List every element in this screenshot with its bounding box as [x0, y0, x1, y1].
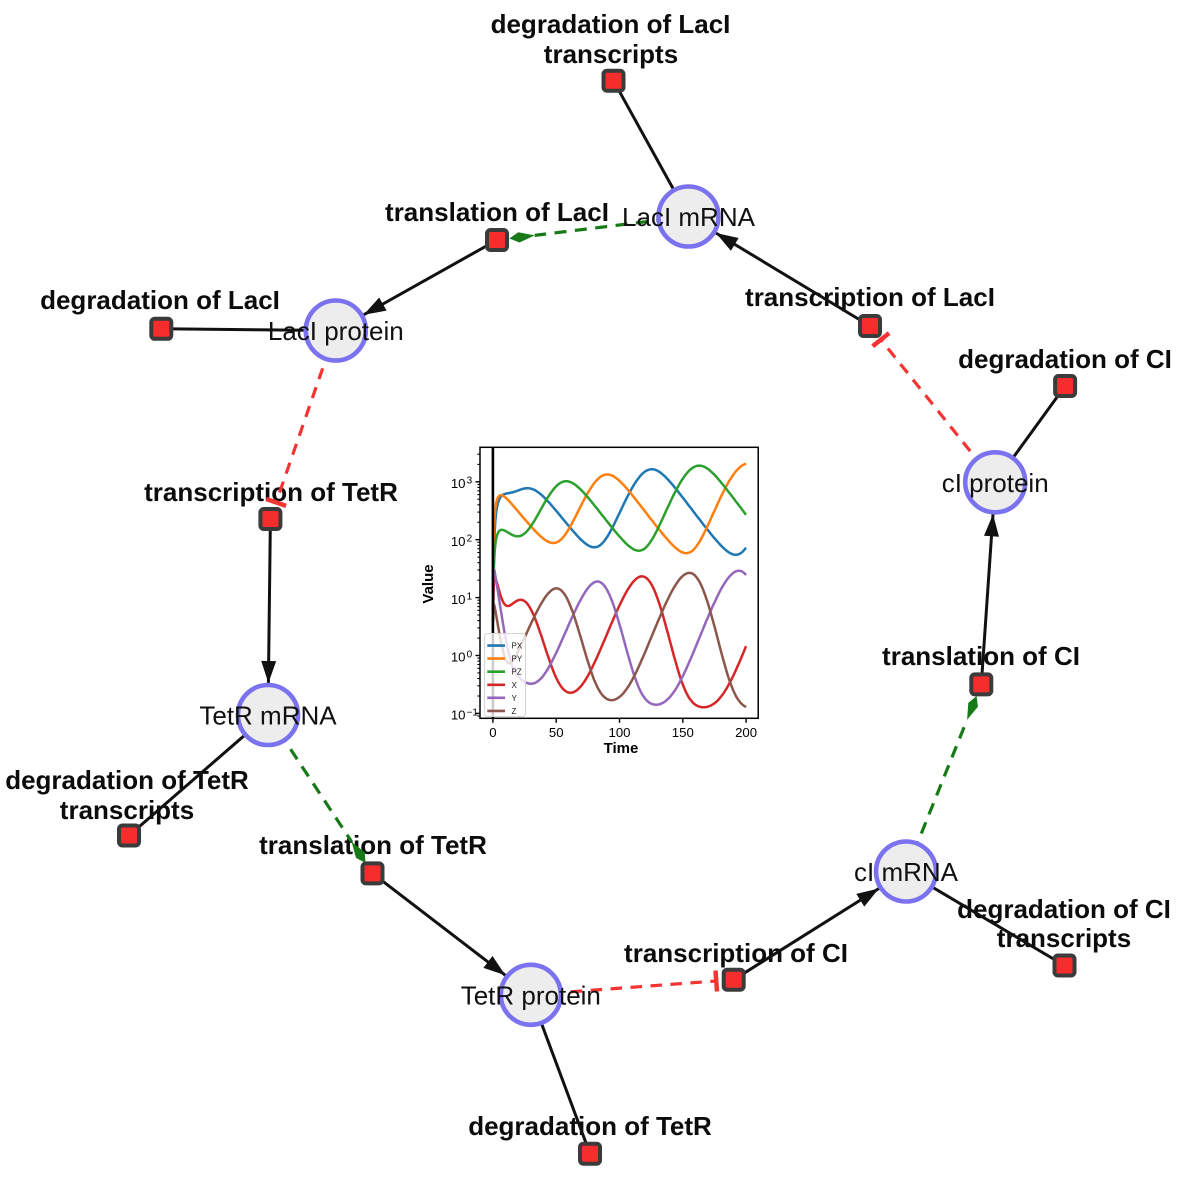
svg-text:10: 10 [451, 476, 466, 491]
svg-text:LacI mRNA: LacI mRNA [622, 202, 756, 232]
svg-text:transcription of CI: transcription of CI [624, 938, 848, 968]
svg-text:TetR protein: TetR protein [461, 980, 601, 1010]
svg-text:X: X [512, 681, 518, 690]
svg-text:10: 10 [451, 650, 466, 665]
svg-text:transcription of LacI: transcription of LacI [745, 282, 995, 312]
svg-text:translation of CI: translation of CI [882, 641, 1080, 671]
svg-text:TetR mRNA: TetR mRNA [199, 701, 337, 731]
svg-text:Y: Y [512, 694, 518, 703]
svg-text:200: 200 [735, 725, 757, 740]
svg-text:0: 0 [467, 649, 473, 660]
svg-text:150: 150 [672, 725, 694, 740]
svg-text:degradation of LacI: degradation of LacI [40, 285, 280, 315]
svg-text:10: 10 [451, 708, 466, 723]
svg-text:transcripts: transcripts [60, 795, 194, 825]
svg-text:0: 0 [489, 725, 496, 740]
svg-text:1: 1 [467, 592, 473, 603]
svg-text:3: 3 [467, 476, 473, 487]
svg-text:50: 50 [549, 725, 564, 740]
svg-text:10: 10 [451, 534, 466, 549]
svg-text:degradation of TetR: degradation of TetR [468, 1111, 712, 1141]
svg-text:cI protein: cI protein [942, 468, 1049, 498]
svg-text:Time: Time [604, 740, 639, 757]
svg-text:degradation of CI: degradation of CI [958, 344, 1172, 374]
svg-text:translation of TetR: translation of TetR [259, 830, 487, 860]
svg-text:degradation of CI: degradation of CI [957, 894, 1171, 924]
svg-text:PY: PY [512, 655, 523, 664]
svg-text:2: 2 [467, 534, 473, 545]
svg-text:translation of LacI: translation of LacI [385, 197, 609, 227]
svg-text:Z: Z [512, 707, 517, 716]
svg-text:PX: PX [512, 642, 523, 651]
svg-text:100: 100 [608, 725, 630, 740]
svg-text:Value: Value [420, 564, 437, 603]
svg-text:−1: −1 [467, 707, 479, 718]
svg-text:cI mRNA: cI mRNA [854, 857, 959, 887]
svg-text:LacI protein: LacI protein [268, 316, 404, 346]
svg-text:transcripts: transcripts [544, 39, 678, 69]
svg-text:degradation of LacI: degradation of LacI [491, 9, 731, 39]
svg-text:degradation of TetR: degradation of TetR [5, 765, 249, 795]
svg-text:PZ: PZ [512, 668, 522, 677]
svg-text:10: 10 [451, 592, 466, 607]
